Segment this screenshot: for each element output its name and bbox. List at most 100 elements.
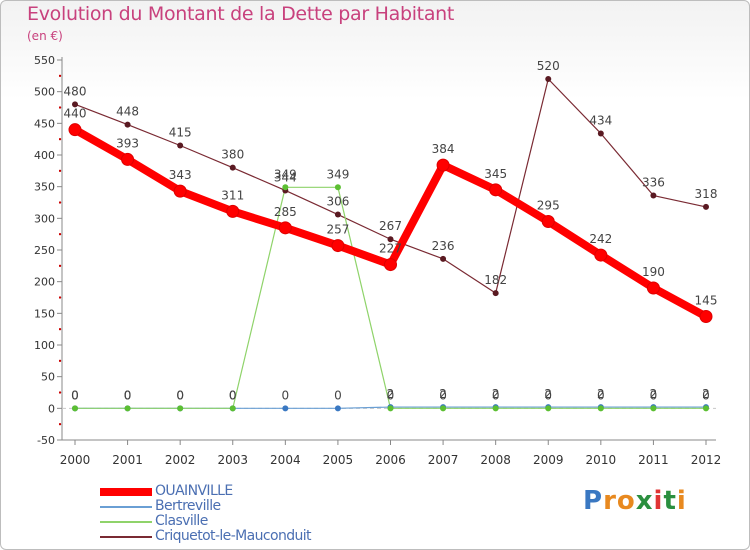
- y-tick-label: 0: [48, 402, 55, 415]
- x-tick-label: 2006: [375, 453, 406, 467]
- data-label-criquetot-le-mauconduit: 448: [116, 105, 139, 119]
- legend-swatch-ouainville: [100, 487, 152, 496]
- data-point-clasville: [545, 405, 552, 412]
- data-label-ouainville: 190: [642, 265, 665, 279]
- data-label-bertreville: 0: [176, 388, 184, 402]
- y-tick-label: 400: [34, 149, 55, 162]
- data-point-clasville: [72, 405, 78, 412]
- data-point-criquetot-le-mauconduit: [387, 236, 394, 243]
- data-point-bertreville: [334, 405, 341, 412]
- y-minor-tick-dot: [59, 201, 61, 204]
- data-label-ouainville: 343: [169, 168, 192, 182]
- logo-letter: i: [676, 486, 687, 516]
- y-tick-label: 550: [34, 54, 55, 67]
- data-point-clasville: [650, 405, 657, 412]
- data-label-clasville: 0: [650, 388, 658, 402]
- y-tick-label: 500: [34, 86, 55, 99]
- y-tick-label: 100: [34, 339, 55, 352]
- data-label-criquetot-le-mauconduit: 236: [432, 239, 455, 253]
- data-point-ouainville: [173, 184, 187, 198]
- data-point-ouainville: [121, 152, 135, 166]
- legend-label-ouainville: OUAINVILLE: [155, 483, 233, 499]
- data-point-ouainville: [331, 239, 345, 253]
- data-label-criquetot-le-mauconduit: 434: [589, 113, 612, 127]
- data-point-clasville: [282, 184, 289, 191]
- data-label-clasville: 0: [597, 388, 605, 402]
- data-label-ouainville: 242: [589, 232, 612, 246]
- logo-letter: x: [635, 486, 654, 516]
- legend-item-criquetot-le-mauconduit: Criquetot-le-Mauconduit: [100, 529, 312, 544]
- data-point-clasville: [492, 405, 499, 412]
- y-minor-tick-dot: [59, 328, 61, 331]
- data-label-bertreville: 0: [229, 388, 237, 402]
- data-point-criquetot-le-mauconduit: [334, 211, 341, 218]
- data-label-clasville: 0: [176, 388, 184, 402]
- legend-swatch-criquetot-le-mauconduit: [100, 535, 152, 538]
- data-point-criquetot-le-mauconduit: [703, 203, 709, 210]
- y-minor-tick-dot: [59, 106, 61, 109]
- y-tick-label: 150: [34, 307, 55, 320]
- y-tick-label: 350: [34, 181, 55, 194]
- x-tick-label: 2004: [270, 453, 301, 467]
- x-tick-label: 2008: [480, 453, 511, 467]
- logo-letter: o: [616, 486, 636, 516]
- y-minor-tick-dot: [59, 296, 61, 299]
- y-minor-tick-dot: [59, 74, 61, 77]
- data-label-criquetot-le-mauconduit: 318: [695, 187, 718, 201]
- data-label-ouainville: 393: [116, 136, 139, 150]
- data-label-bertreville: 2: [650, 387, 658, 401]
- chart-unit-label: (en €): [27, 29, 63, 43]
- data-point-ouainville: [68, 123, 82, 137]
- data-label-ouainville: 227: [379, 242, 402, 256]
- data-point-criquetot-le-mauconduit: [124, 121, 131, 128]
- x-tick-label: 2010: [586, 453, 617, 467]
- legend-item-ouainville: OUAINVILLE: [100, 484, 311, 499]
- data-point-clasville: [177, 405, 184, 412]
- data-label-bertreville: 0: [71, 388, 79, 402]
- legend-swatch-clasville: [100, 520, 152, 523]
- logo-letter: P: [583, 486, 604, 516]
- data-point-clasville: [597, 405, 604, 412]
- data-point-ouainville: [436, 158, 450, 172]
- y-minor-tick-dot: [59, 169, 61, 172]
- data-point-criquetot-le-mauconduit: [72, 101, 78, 108]
- data-label-clasville: 0: [229, 388, 237, 402]
- data-label-ouainville: 345: [484, 167, 507, 181]
- data-label-ouainville: 257: [326, 223, 349, 237]
- y-minor-tick-dot: [59, 233, 61, 236]
- data-point-clasville: [124, 405, 131, 412]
- logo-letter: r: [603, 486, 617, 516]
- proxiti-logo: Proxiti: [583, 486, 687, 516]
- x-tick-label: 2005: [323, 453, 354, 467]
- data-label-bertreville: 2: [439, 387, 447, 401]
- data-label-clasville: 0: [544, 388, 552, 402]
- data-point-criquetot-le-mauconduit: [229, 164, 236, 171]
- data-label-bertreville: 2: [702, 387, 710, 401]
- data-label-clasville: 0: [387, 388, 395, 402]
- data-point-criquetot-le-mauconduit: [650, 192, 657, 199]
- x-tick-label: 2007: [428, 453, 459, 467]
- data-point-ouainville: [489, 183, 503, 197]
- y-minor-tick-dot: [59, 138, 61, 141]
- data-point-ouainville: [646, 281, 660, 295]
- data-label-ouainville: 384: [432, 142, 455, 156]
- data-label-clasville: 0: [71, 388, 79, 402]
- y-tick-label: 450: [34, 117, 55, 130]
- y-minor-tick-dot: [59, 391, 61, 394]
- data-label-criquetot-le-mauconduit: 336: [642, 176, 665, 190]
- chart-title: Evolution du Montant de la Dette par Hab…: [27, 3, 455, 25]
- data-label-clasville: 349: [326, 167, 349, 181]
- data-label-ouainville: 295: [537, 199, 560, 213]
- data-point-clasville: [229, 405, 236, 412]
- legend-label-clasville: Clasville: [155, 513, 208, 529]
- data-point-criquetot-le-mauconduit: [545, 76, 552, 82]
- data-point-clasville: [334, 184, 341, 191]
- y-tick-label: 300: [34, 212, 55, 225]
- data-label-clasville: 0: [439, 388, 447, 402]
- data-point-bertreville: [282, 405, 289, 412]
- data-point-ouainville: [699, 310, 713, 323]
- data-label-clasville: 0: [702, 388, 710, 402]
- logo-letter: i: [653, 486, 664, 516]
- legend-swatch-bertreville: [100, 505, 152, 508]
- data-point-ouainville: [594, 248, 608, 262]
